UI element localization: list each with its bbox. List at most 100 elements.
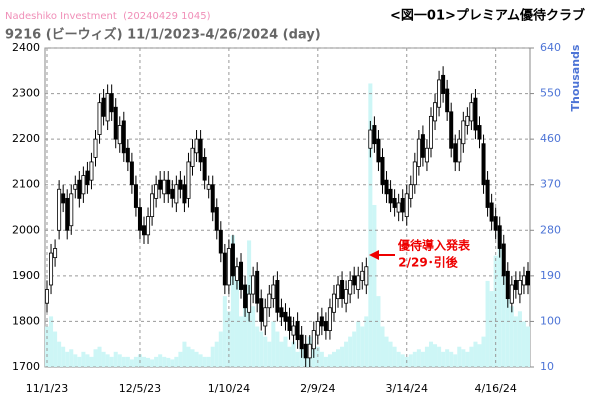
candle-body: [521, 275, 526, 286]
candle-body: [396, 202, 401, 213]
candle-body: [214, 207, 219, 231]
y2-tick-label: 280: [540, 223, 561, 236]
candle-body: [178, 179, 183, 190]
volume-bar: [218, 331, 223, 367]
y-tick-label: 2200: [12, 132, 40, 145]
candle-body: [146, 216, 151, 236]
candle-body: [473, 97, 478, 131]
candle-body: [307, 343, 312, 359]
volume-bar: [44, 326, 50, 367]
volume-bar: [166, 357, 171, 367]
plot-area: [44, 47, 531, 368]
candle-body: [182, 184, 187, 204]
candle-body: [392, 197, 397, 208]
volume-bar: [396, 351, 401, 367]
volume-bar: [61, 346, 66, 367]
candle-body: [372, 125, 377, 145]
candle-body: [461, 120, 466, 145]
candle-body: [271, 284, 276, 300]
volume-bar: [348, 336, 353, 367]
candle-body: [121, 120, 126, 154]
candle-body: [517, 280, 522, 295]
volume-bar: [121, 356, 126, 367]
candle-body: [109, 93, 114, 113]
volume-bar: [190, 349, 195, 367]
candle-body: [166, 179, 171, 195]
volume-bar: [178, 351, 183, 367]
candle-body: [424, 147, 429, 163]
volume-bar: [57, 341, 62, 367]
x-tick-label: 12/5/23: [119, 382, 161, 395]
volume-bar: [291, 341, 296, 367]
candle-body: [202, 156, 207, 181]
candle-body: [368, 129, 373, 149]
volume-bar: [97, 346, 102, 367]
candle-body: [404, 193, 409, 218]
volume-bar: [441, 351, 446, 367]
candle-body: [267, 293, 272, 309]
candle-body: [469, 102, 474, 122]
volume-bar: [323, 356, 328, 367]
volume-bar: [263, 336, 268, 367]
y2-axis-label: Thousands: [569, 44, 582, 111]
volume-bar: [222, 296, 227, 367]
candle-body: [170, 188, 175, 199]
volume-bar: [162, 356, 167, 367]
volume-bar: [89, 356, 94, 367]
volume-bar: [295, 351, 300, 367]
candle-body: [283, 311, 288, 322]
volume-bar: [85, 354, 90, 367]
y2-tick-label: 100: [540, 314, 561, 327]
candle-body: [441, 74, 446, 94]
volume-bar: [327, 354, 332, 367]
candle-body: [194, 138, 199, 154]
volume-bar: [521, 321, 526, 367]
volume-bar: [453, 354, 458, 367]
candle-body: [133, 184, 138, 208]
candle-body: [247, 293, 252, 313]
candle-body: [49, 252, 54, 286]
volume-bar: [49, 316, 54, 367]
volume-bar: [133, 356, 138, 367]
candle-body: [85, 170, 90, 186]
volume-bar: [437, 346, 442, 367]
candle-body: [255, 270, 260, 304]
volume-bar: [93, 349, 98, 367]
volume-bar: [279, 341, 284, 367]
volume-bar: [251, 306, 256, 367]
candle-body: [416, 138, 421, 167]
candle-body: [105, 93, 110, 122]
y2-tick-label: 190: [540, 269, 561, 282]
candle-body: [137, 207, 142, 231]
candle-body: [239, 261, 244, 290]
volume-bar: [428, 341, 434, 367]
volume-bar: [194, 351, 199, 367]
x-tick-label: 3/14/24: [386, 382, 428, 395]
volume-bar: [481, 336, 486, 367]
volume-bar: [109, 356, 114, 367]
volume-bar: [501, 270, 506, 367]
candle-body: [206, 184, 211, 190]
candle-body: [380, 156, 385, 186]
x-tick-label: 4/16/24: [474, 382, 516, 395]
candle-body: [412, 161, 417, 186]
volume-bar: [234, 280, 239, 367]
candle-body: [360, 270, 365, 281]
volume-bar: [283, 336, 288, 367]
volume-bar: [158, 354, 163, 367]
candle-body: [489, 202, 494, 222]
candle-body: [315, 321, 320, 336]
volume-bar: [101, 351, 106, 367]
candle-body: [465, 115, 470, 126]
volume-bar: [271, 321, 276, 367]
candle-body: [190, 147, 195, 167]
volume-bar: [275, 331, 280, 367]
volume-bar: [360, 326, 365, 367]
candle-body: [275, 280, 280, 313]
candle-body: [505, 270, 510, 300]
volume-bar: [238, 316, 244, 367]
candle-body: [77, 179, 82, 199]
x-tick-label: 11/1/23: [26, 382, 68, 395]
volume-bar: [202, 356, 207, 367]
